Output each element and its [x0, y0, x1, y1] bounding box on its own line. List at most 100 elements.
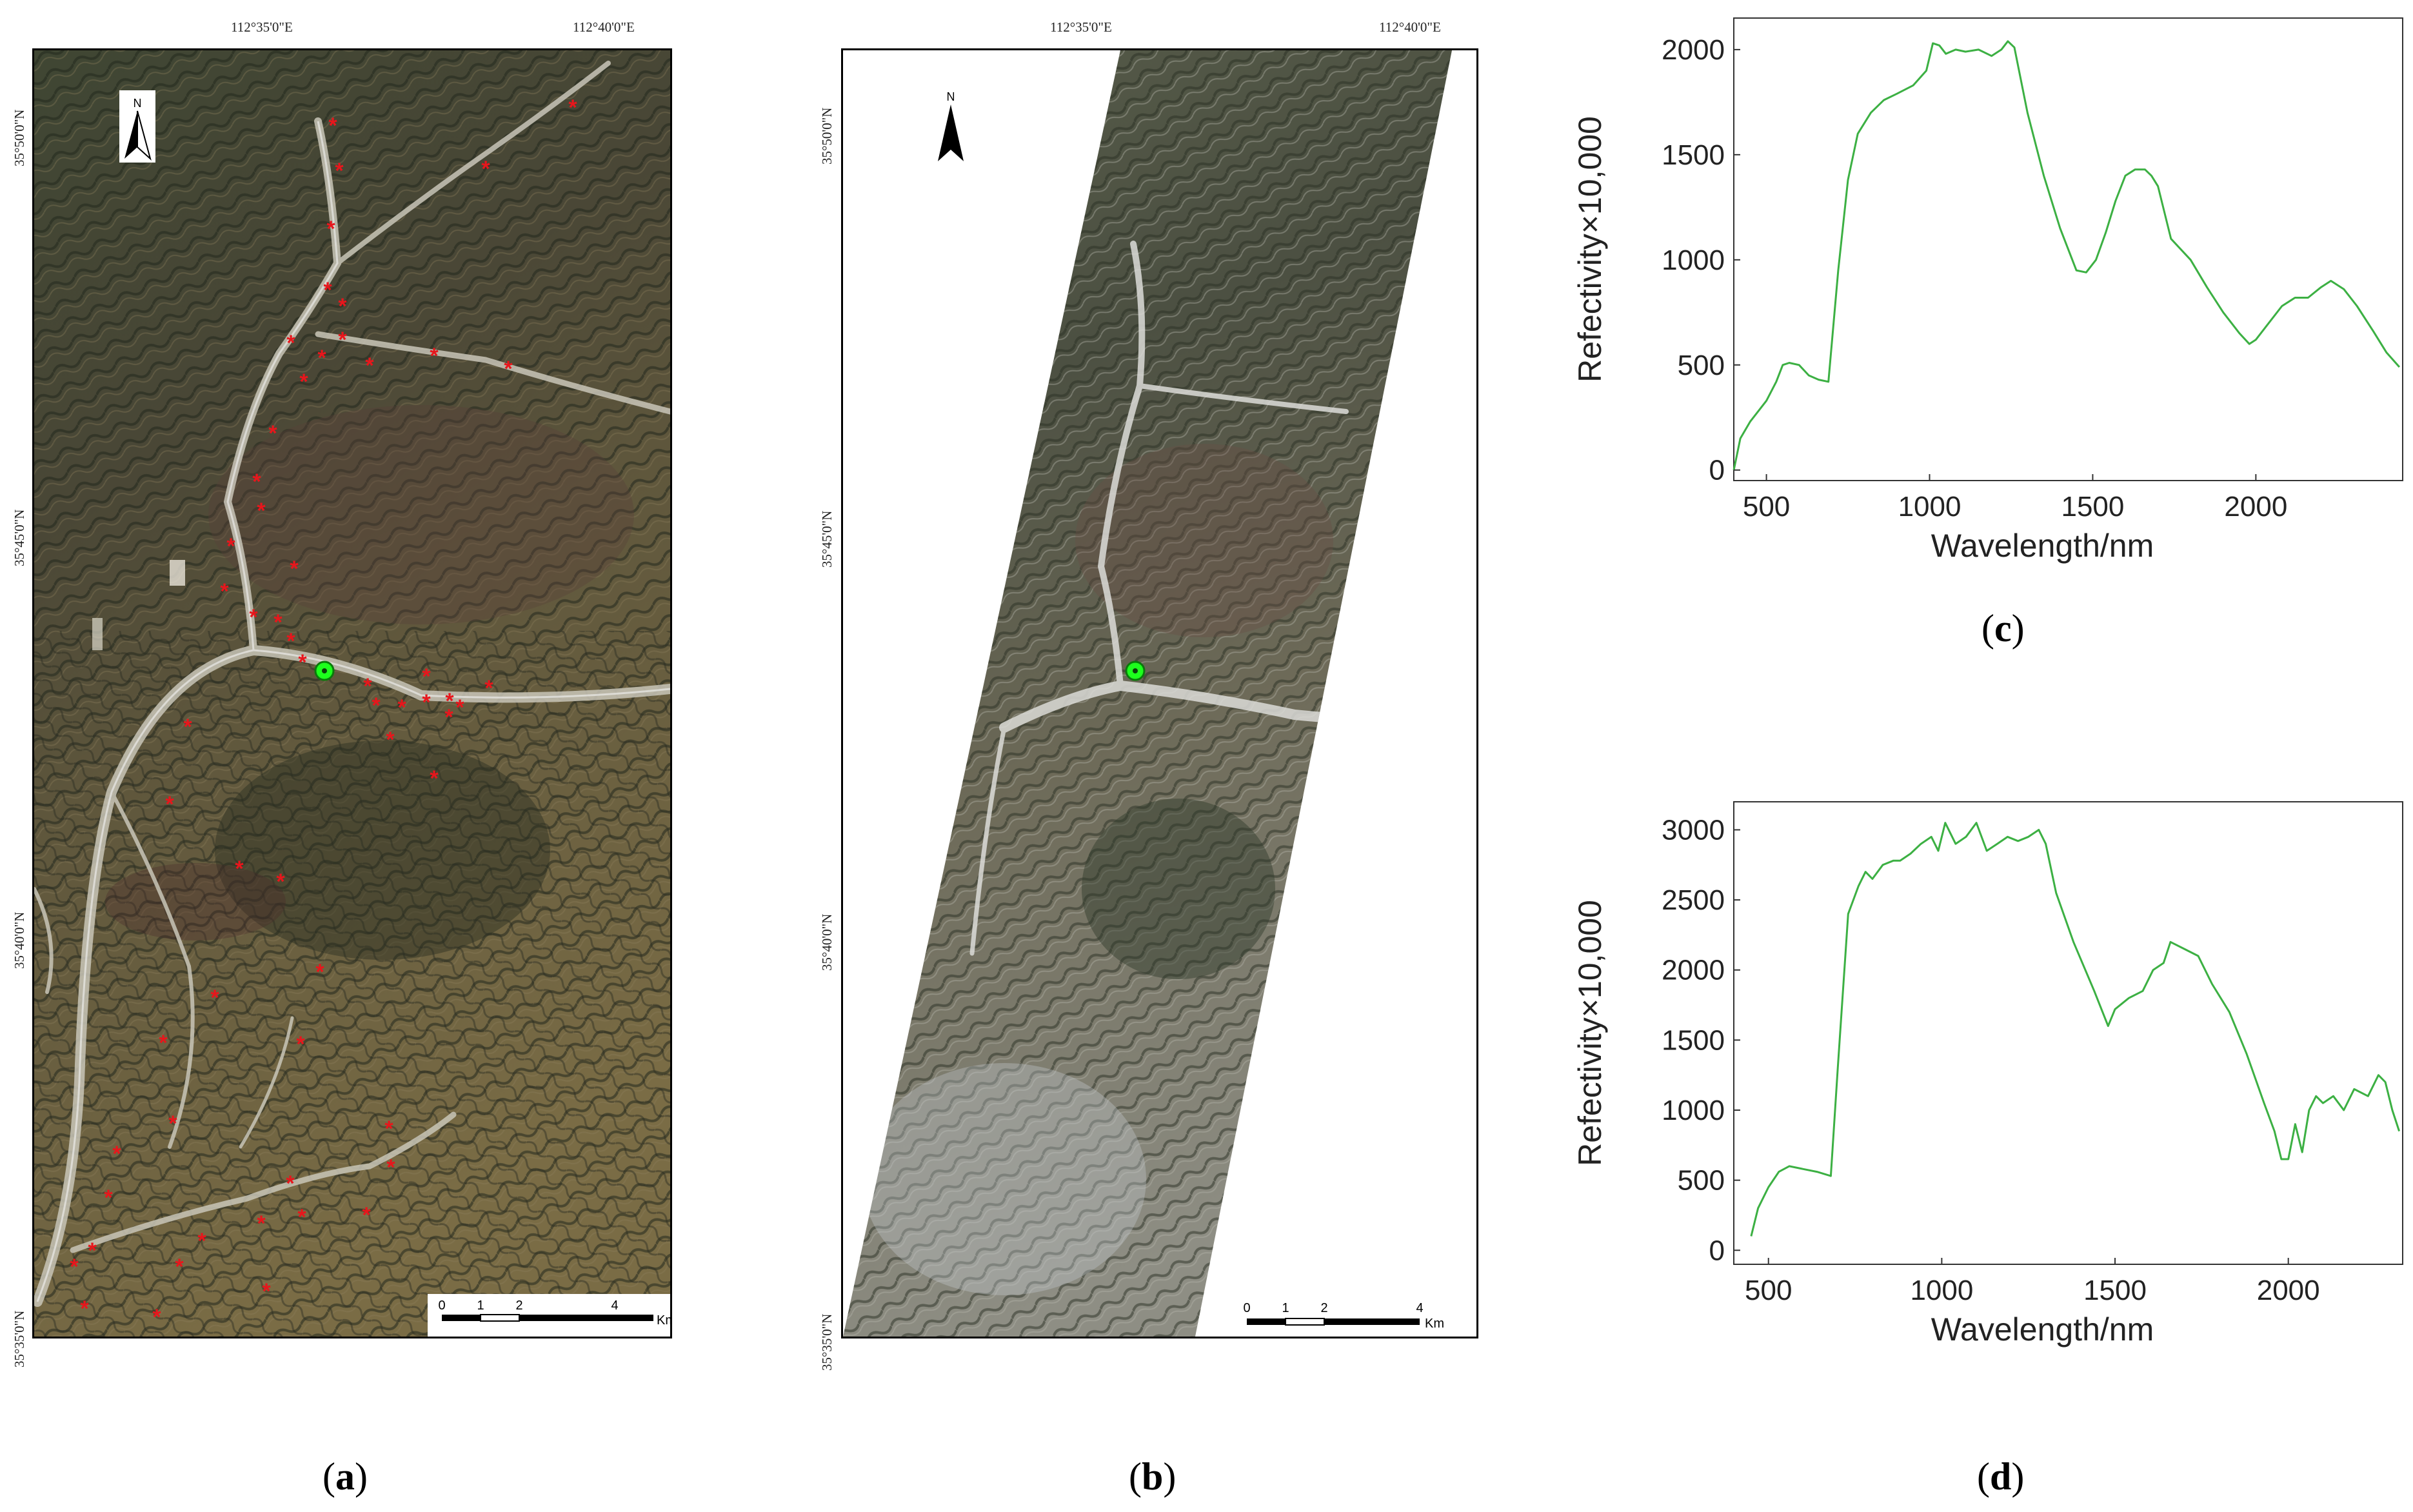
- sample-marker: *: [286, 331, 295, 355]
- hyperspectral-image: N 0 1 2 4 Km: [843, 50, 1452, 1337]
- sample-marker: *: [484, 676, 493, 701]
- panel-a-lat-label: 35°35'0"N: [12, 1310, 27, 1368]
- sample-marker: *: [262, 1279, 271, 1304]
- sample-marker: *: [298, 650, 307, 675]
- sample-marker: *: [422, 690, 431, 715]
- sample-marker: *: [422, 664, 431, 689]
- scale-tick: 0: [438, 1298, 445, 1313]
- scale-unit: Km: [657, 1313, 670, 1328]
- sample-marker: *: [386, 1155, 395, 1180]
- scale-bar: 0 1 2 4 Km: [1243, 1301, 1444, 1331]
- north-arrow-icon: N: [119, 90, 155, 163]
- sample-marker: *: [362, 1203, 371, 1228]
- sample-marker: *: [249, 605, 258, 630]
- panel-b-hyperspectral-strip: N 0 1 2 4 Km: [841, 48, 1478, 1338]
- sample-marker: *: [296, 1032, 305, 1057]
- scale-unit: Km: [1425, 1317, 1444, 1331]
- x-axis-label: Wavelength/nm: [1931, 528, 2154, 564]
- y-tick-label: 1000: [1662, 1095, 1725, 1126]
- sample-marker: *: [365, 353, 374, 378]
- panel-b-lat-label: 35°40'0"N: [819, 913, 835, 971]
- sample-marker: *: [430, 344, 439, 368]
- y-tick-label: 0: [1709, 1235, 1725, 1266]
- plot-frame: [1733, 17, 2403, 481]
- sample-marker: *: [276, 870, 285, 894]
- y-tick-label: 2000: [1662, 955, 1725, 986]
- x-tick-label: 1500: [2061, 491, 2124, 522]
- sample-marker: *: [335, 159, 344, 183]
- scale-tick: 1: [1282, 1301, 1289, 1315]
- panel-a-label: (a): [323, 1455, 368, 1498]
- sample-marker: *: [455, 695, 464, 720]
- panel-a-lon-label: 112°40'0"E: [573, 19, 635, 35]
- sample-marker: *: [445, 689, 454, 713]
- sample-marker: *: [338, 294, 347, 319]
- sample-marker: *: [165, 792, 174, 817]
- sample-marker: *: [159, 1031, 168, 1055]
- sample-marker: *: [226, 534, 235, 559]
- sample-marker: *: [504, 357, 513, 381]
- panel-b-label: (b): [1129, 1455, 1177, 1498]
- sample-marker: *: [386, 728, 395, 752]
- sample-marker: *: [112, 1142, 121, 1166]
- x-axis-label: Wavelength/nm: [1931, 1311, 2154, 1348]
- sample-marker: *: [317, 346, 326, 370]
- sample-point-markers: * * * * * * * * * * * * * * * * * * * *: [70, 95, 577, 1329]
- sample-marker: *: [70, 1255, 79, 1279]
- scale-tick: 4: [611, 1298, 618, 1313]
- sample-marker: *: [235, 857, 244, 881]
- sample-marker: *: [338, 328, 347, 352]
- sample-marker: *: [372, 693, 381, 718]
- sample-marker: *: [297, 1205, 306, 1229]
- sample-marker: *: [168, 1111, 177, 1136]
- scale-tick: 1: [477, 1298, 484, 1313]
- panel-a-lat-label: 35°40'0"N: [12, 911, 27, 969]
- north-arrow-icon: N: [938, 90, 964, 161]
- sample-marker: *: [568, 95, 577, 120]
- sample-marker: *: [197, 1229, 206, 1253]
- spectrum-line: [1733, 40, 2401, 471]
- panel-a-lon-label: 112°35'0"E: [231, 19, 293, 35]
- sample-marker: *: [268, 421, 277, 446]
- x-tick-label: 1000: [1910, 1275, 1973, 1306]
- x-tick-label: 2000: [2224, 491, 2287, 522]
- sample-marker: *: [430, 766, 439, 791]
- y-tick-label: 1500: [1662, 139, 1725, 171]
- y-tick-label: 1000: [1662, 244, 1725, 276]
- y-tick-label: 500: [1678, 1165, 1725, 1197]
- panel-c-spectrum-chart: 500 1000 1500 2000 0 500 1000 1500 2000 Wavelengt…: [1572, 17, 2403, 564]
- x-tick-label: 500: [1745, 1275, 1792, 1306]
- sample-marker: *: [481, 157, 490, 181]
- sample-marker: *: [323, 278, 332, 303]
- sample-marker: *: [444, 705, 453, 730]
- sample-marker: *: [210, 986, 219, 1010]
- x-tick-label: 1000: [1898, 491, 1961, 522]
- sample-marker: *: [220, 579, 229, 604]
- sample-marker: *: [152, 1305, 161, 1329]
- scale-tick: 2: [1320, 1301, 1327, 1315]
- plot-frame: [1733, 801, 2403, 1265]
- sample-marker: *: [88, 1238, 97, 1263]
- panel-a-satellite-map: * * * * * * * * * * * * * * * * * * * *: [32, 48, 672, 1338]
- sample-marker: *: [273, 610, 283, 635]
- sample-marker: *: [328, 114, 337, 138]
- sample-marker: *: [257, 499, 266, 523]
- panel-d-label: (d): [1977, 1455, 2025, 1498]
- y-tick-label: 500: [1678, 350, 1725, 381]
- north-label: N: [134, 97, 142, 110]
- sample-marker: *: [175, 1255, 184, 1279]
- panel-b-lat-label: 35°35'0"N: [819, 1313, 835, 1371]
- scale-tick: 0: [1243, 1301, 1250, 1315]
- sample-marker: *: [183, 715, 192, 739]
- sample-marker: *: [363, 674, 372, 699]
- y-tick-label: 2500: [1662, 884, 1725, 916]
- y-tick-label: 1500: [1662, 1024, 1725, 1056]
- sample-marker: *: [104, 1186, 113, 1210]
- satellite-image: * * * * * * * * * * * * * * * * * * * *: [34, 50, 670, 1337]
- scale-bar: 0 1 2 4 Km: [428, 1294, 670, 1337]
- spectrum-line: [1750, 822, 2401, 1237]
- sample-marker: *: [299, 370, 308, 394]
- scale-tick: 2: [515, 1298, 522, 1313]
- x-tick-label: 2000: [2257, 1275, 2320, 1306]
- panel-b-lat-label: 35°50'0"N: [819, 107, 835, 164]
